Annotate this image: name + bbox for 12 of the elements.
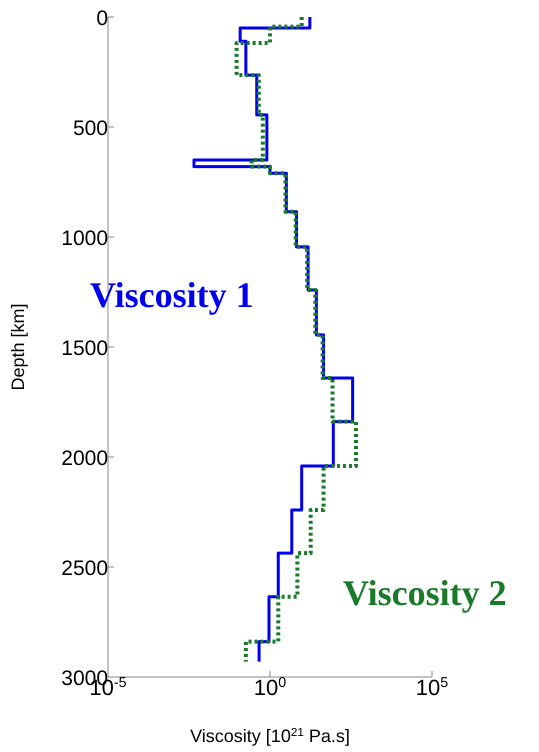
- series-label: Viscosity 2: [343, 572, 507, 614]
- x-tick-label: 10$^{0}$: [254, 675, 286, 700]
- y-axis-title: Depth [km]: [8, 303, 28, 391]
- y-tick-label: 2000: [61, 447, 108, 470]
- y-tick-label: 0: [96, 7, 108, 30]
- y-tick-label: 500: [72, 117, 108, 140]
- x-tick-label: 10$^{5}$: [416, 675, 448, 700]
- y-tick-label: 2500: [61, 557, 108, 580]
- series-label: Viscosity 1: [90, 274, 254, 316]
- x-axis-title: Viscosity [10$^{21}$ Pa.s]: [190, 726, 350, 746]
- y-tick-label: 1000: [61, 227, 108, 250]
- y-tick-label: 1500: [61, 337, 108, 360]
